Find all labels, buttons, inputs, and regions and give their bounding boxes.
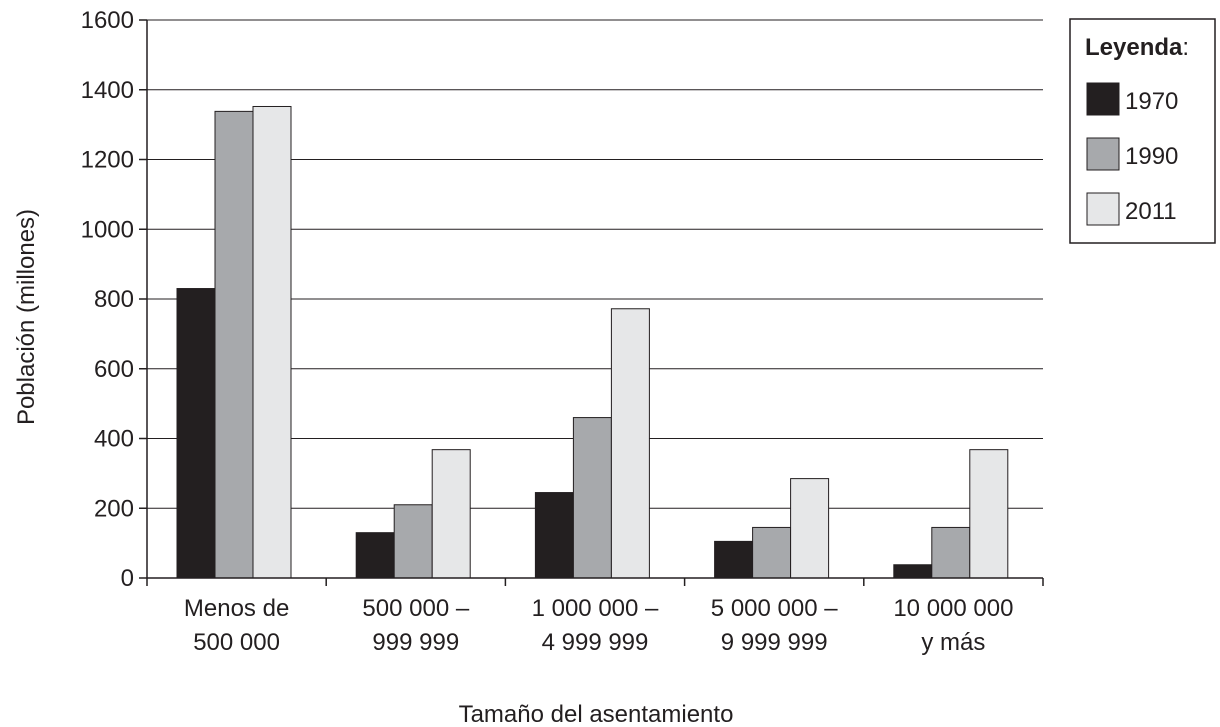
bar-2011 [252, 105, 292, 579]
bars [176, 105, 1009, 579]
y-tick-label: 1600 [81, 7, 134, 34]
legend-swatch-1990 [1086, 137, 1120, 171]
legend-swatch-1970 [1086, 82, 1120, 116]
y-tick-label: 600 [94, 356, 134, 383]
legend: Leyenda: 1970 1990 2011 [1069, 18, 1216, 244]
legend-label-2011: 2011 [1125, 198, 1177, 225]
legend-title: Leyenda: [1085, 34, 1189, 61]
bar-2011 [610, 308, 650, 579]
y-tick-label: 200 [94, 495, 134, 522]
bar-1970 [355, 532, 395, 579]
bar-1990 [752, 526, 792, 579]
x-category-label: 5 000 000 –9 999 999 [711, 595, 838, 656]
bar-2011 [790, 478, 830, 579]
bar-1970 [893, 564, 933, 579]
y-axis-title: Población (millones) [13, 209, 40, 425]
bar-1970 [176, 288, 216, 579]
y-tick-label: 1400 [81, 77, 134, 104]
x-category-label: 1 000 000 –4 999 999 [532, 595, 659, 656]
y-tick-label: 800 [94, 286, 134, 313]
bar-1970 [534, 492, 574, 579]
bar-2011 [431, 449, 471, 579]
x-category-label: Menos de 500 000 [184, 595, 289, 656]
bar-1970 [714, 540, 754, 579]
gridlines [147, 19, 1043, 509]
bar-2011 [969, 449, 1009, 579]
legend-label-1990: 1990 [1125, 143, 1178, 170]
y-tick-labels: 0 200 400 600 800 1000 1200 1400 1600 [81, 7, 134, 592]
x-category-label: 500 000 –999 999 [362, 595, 469, 656]
x-axis-title: Tamaño del asentamiento [459, 701, 734, 727]
bar-1990 [214, 110, 254, 579]
legend-label-1970: 1970 [1125, 88, 1178, 115]
x-category-labels: Menos de 500 000 500 000 –999 999 1 000 000… [184, 595, 1014, 656]
y-tick-label: 400 [94, 426, 134, 453]
bar-1990 [393, 504, 433, 579]
y-tick-label: 1200 [81, 147, 134, 174]
bar-1990 [931, 526, 971, 579]
y-tick-label: 0 [121, 565, 134, 592]
legend-title-colon: : [1182, 34, 1189, 61]
x-category-label: 10 000 000 y más [893, 595, 1013, 656]
axes [139, 19, 1044, 586]
legend-swatch-2011 [1086, 192, 1120, 226]
y-tick-label: 1000 [81, 216, 134, 243]
bar-1990 [572, 417, 612, 579]
